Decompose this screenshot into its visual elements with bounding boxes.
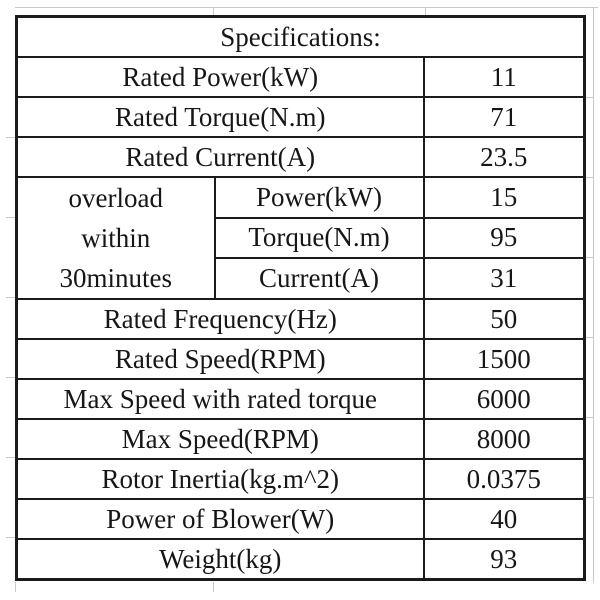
overload-label-line: within bbox=[81, 222, 151, 253]
spec-value: 11 bbox=[422, 56, 586, 98]
row-tick-left-4 bbox=[6, 377, 15, 378]
spec-value: 15 bbox=[422, 176, 586, 219]
table-row-rated-power: Rated Power(kW) 11 bbox=[15, 56, 586, 98]
row-tick-right-5 bbox=[584, 417, 593, 418]
row-tick-right-3 bbox=[584, 257, 593, 258]
gridline-top bbox=[15, 7, 598, 8]
spec-value: 8000 bbox=[422, 418, 586, 460]
table-row-rotor-inertia: Rotor Inertia(kg.m^2) 0.0375 bbox=[15, 458, 586, 500]
spec-label: Rated Speed(RPM) bbox=[15, 338, 425, 380]
spec-label: Weight(kg) bbox=[15, 538, 425, 581]
row-tick-left-6 bbox=[6, 537, 15, 538]
row-tick-left-2 bbox=[6, 217, 15, 218]
table-title: Specifications: bbox=[15, 15, 586, 58]
table-header-row: Specifications: bbox=[15, 15, 586, 58]
table-row-rated-current: Rated Current(A) 23.5 bbox=[15, 136, 586, 178]
table-row-overload-current: Current(A) 31 bbox=[17, 257, 586, 300]
row-tick-left-1 bbox=[6, 137, 15, 138]
table-row-rated-speed: Rated Speed(RPM) 1500 bbox=[15, 338, 586, 380]
spec-value: 6000 bbox=[422, 378, 586, 420]
table-row-power-of-blower: Power of Blower(W) 40 bbox=[15, 498, 586, 540]
overload-label-line: 30minutes bbox=[59, 262, 173, 293]
row-tick-right-4 bbox=[584, 337, 593, 338]
spec-label: Power of Blower(W) bbox=[15, 498, 425, 540]
spec-label: Rated Current(A) bbox=[15, 136, 425, 178]
table-row-max-speed-rated-torque: Max Speed with rated torque 6000 bbox=[15, 378, 586, 420]
overload-label-stack: overload within 30minutes bbox=[19, 179, 213, 297]
overload-group-label: overload within 30minutes bbox=[15, 176, 216, 300]
spec-sub-label: Power(kW) bbox=[213, 176, 425, 219]
row-tick-left-5 bbox=[6, 457, 15, 458]
spec-label: Rated Frequency(Hz) bbox=[15, 298, 425, 340]
table-row-overload-torque: Torque(N.m) 95 bbox=[17, 216, 586, 260]
specifications-table: Specifications: Rated Power(kW) 11 Rated… bbox=[15, 15, 587, 581]
spec-sub-label: Current(A) bbox=[213, 257, 425, 300]
spec-value: 50 bbox=[422, 298, 586, 340]
row-tick-right-6 bbox=[584, 497, 593, 498]
spec-sub-label: Torque(N.m) bbox=[213, 216, 425, 260]
spec-value: 1500 bbox=[422, 338, 586, 380]
spec-value: 71 bbox=[422, 96, 586, 138]
overload-label-line: overload bbox=[68, 182, 163, 213]
spec-label: Rated Torque(N.m) bbox=[15, 96, 425, 138]
table-row-max-speed: Max Speed(RPM) 8000 bbox=[15, 418, 586, 460]
gridline-stub-bottom-2 bbox=[213, 582, 214, 592]
spec-label: Max Speed with rated torque bbox=[15, 378, 425, 420]
gridline-stub-top-1 bbox=[213, 7, 214, 16]
table-row-weight: Weight(kg) 93 bbox=[15, 538, 586, 581]
table-row-overload-power: overload within 30minutes Power(kW) 15 bbox=[15, 176, 586, 300]
gridline-right bbox=[593, 7, 594, 583]
gridline-stub-top-2 bbox=[425, 7, 426, 16]
spec-value: 31 bbox=[422, 257, 586, 300]
spec-value: 95 bbox=[422, 216, 586, 260]
spec-label: Rated Power(kW) bbox=[15, 56, 425, 98]
row-tick-right-2 bbox=[584, 177, 593, 178]
spec-value: 23.5 bbox=[422, 136, 586, 178]
spec-value: 40 bbox=[422, 498, 586, 540]
spec-label: Max Speed(RPM) bbox=[15, 418, 425, 460]
row-tick-left-3 bbox=[6, 297, 15, 298]
spec-label: Rotor Inertia(kg.m^2) bbox=[15, 458, 425, 500]
row-tick-right-1 bbox=[584, 97, 593, 98]
spec-value: 0.0375 bbox=[422, 458, 586, 500]
table-row-rated-torque: Rated Torque(N.m) 71 bbox=[15, 96, 586, 138]
gridline-stub-bottom-1 bbox=[15, 582, 16, 592]
table-row-rated-frequency: Rated Frequency(Hz) 50 bbox=[15, 298, 586, 340]
spec-value: 93 bbox=[422, 538, 586, 581]
